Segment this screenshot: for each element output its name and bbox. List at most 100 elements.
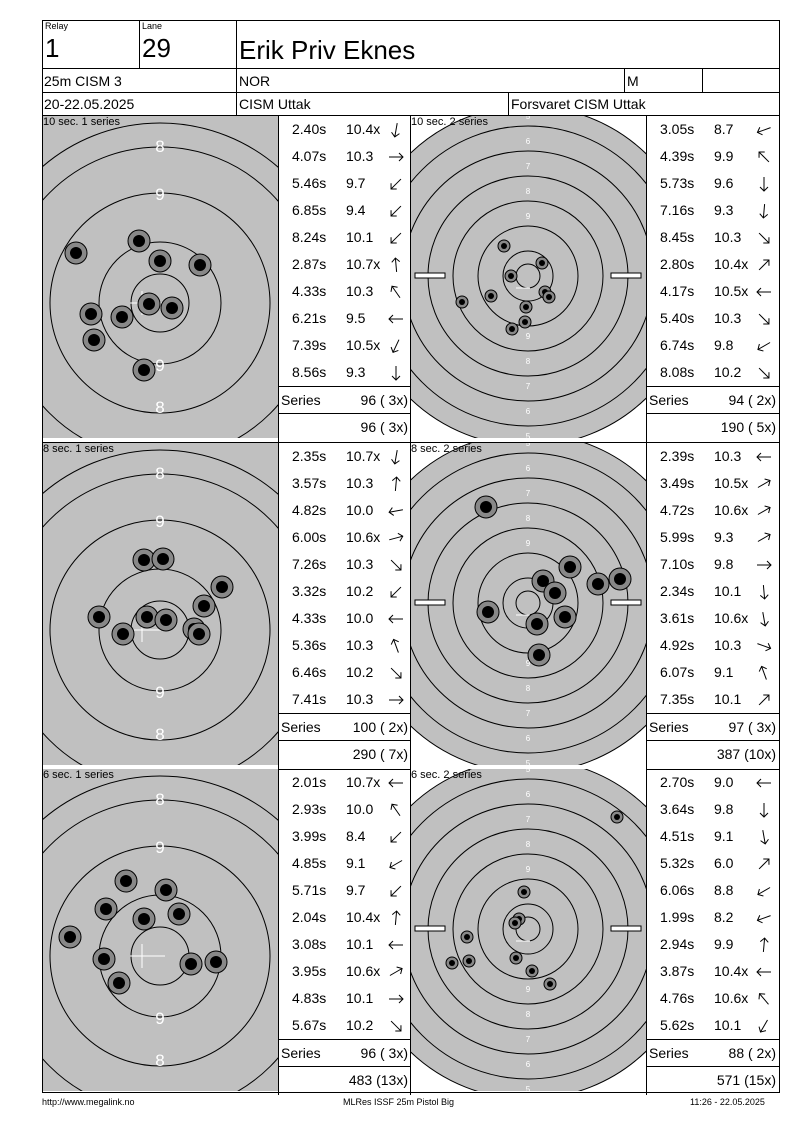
shot-score: 9.3: [714, 529, 734, 545]
shot-row: 5.99s 9.3: [646, 524, 778, 551]
club: Forsvaret CISM Uttak: [511, 96, 646, 112]
footer-timestamp: 11:26 - 22.05.2025: [690, 1097, 765, 1107]
shot-hole: [137, 292, 161, 316]
shot-time: 8.56s: [292, 364, 327, 380]
shot-time: 3.32s: [292, 583, 327, 599]
shot-score: 10.3: [346, 637, 374, 653]
shot-hole: [497, 239, 511, 253]
ring-number: 7: [526, 489, 531, 498]
direction-arrow-icon: [757, 643, 772, 652]
target-bg: [43, 769, 278, 1091]
cumulative-row: 190 ( 5x): [646, 416, 779, 440]
shot-time: 3.08s: [292, 936, 327, 952]
shot-time: 5.36s: [292, 637, 327, 653]
shot-hole: [476, 600, 500, 624]
shot-hole: [445, 956, 459, 970]
target-ring: [98, 241, 222, 365]
shot-row: 5.62s 10.1: [646, 1012, 778, 1039]
shot-time: 4.33s: [292, 610, 327, 626]
ring-number: 6: [526, 1060, 531, 1069]
series-total-row: Series 96 ( 3x): [278, 1039, 411, 1067]
footer-url: http://www.megalink.no: [42, 1097, 135, 1107]
side-marker: [414, 925, 446, 932]
shot-time: 4.83s: [292, 990, 327, 1006]
target-ring: [49, 192, 271, 414]
shot-time: 7.41s: [292, 691, 327, 707]
ring-number: 8: [155, 1051, 164, 1070]
shot-time: 6.07s: [660, 664, 695, 680]
ring-number: 8: [526, 840, 531, 849]
direction-arrow-icon: [388, 778, 403, 788]
shot-row: 6.46s 10.2: [278, 659, 410, 686]
shot-hole: [204, 950, 228, 974]
target-panel: 5 5 6 6 7 7 8 8 9 9 6 sec. 2 series: [411, 769, 646, 1091]
shot-time: 1.99s: [660, 909, 695, 925]
side-marker: [414, 272, 446, 279]
divider: [42, 442, 780, 443]
shot-score: 10.5x: [714, 283, 749, 299]
series-total-row: Series 88 ( 2x): [646, 1039, 779, 1067]
shot-score: 10.4x: [346, 909, 381, 925]
ring-number: 9: [155, 683, 164, 702]
direction-arrow-icon: [758, 993, 769, 1005]
target-panel: 8 9 9 8 10 sec. 1 series: [43, 116, 278, 438]
shot-row: 6.06s 8.8: [646, 877, 778, 904]
shot-hole: [179, 952, 203, 976]
ring-number: 6: [526, 790, 531, 799]
shot-score: 9.9: [714, 936, 734, 952]
direction-arrow-icon: [390, 559, 402, 571]
shot-score: 9.1: [714, 828, 734, 844]
shot-hole: [148, 249, 172, 273]
shot-row: 2.34s 10.1: [646, 578, 778, 605]
shot-time: 4.07s: [292, 148, 327, 164]
shot-hole: [558, 555, 582, 579]
ring-number: 8: [155, 398, 164, 417]
ring-number: 7: [526, 162, 531, 171]
ring-number: 6: [526, 137, 531, 146]
ring-number: 8: [526, 514, 531, 523]
shot-time: 2.94s: [660, 936, 695, 952]
shot-time: 8.08s: [660, 364, 695, 380]
series-total: 96 ( 3x): [360, 1045, 408, 1061]
shot-score: 9.4: [346, 202, 366, 218]
target-ring: [452, 527, 604, 679]
shot-score: 10.4x: [714, 256, 749, 272]
shot-score: 10.3: [714, 448, 742, 464]
shot-hole: [132, 548, 156, 572]
shot-hole: [504, 269, 518, 283]
shot-hole: [187, 622, 211, 646]
ring-number: 5: [526, 432, 531, 438]
direction-arrow-icon: [388, 314, 403, 324]
series-total: 97 ( 3x): [728, 719, 776, 735]
shot-score: 6.0: [714, 855, 734, 871]
shot-hole: [519, 300, 533, 314]
shot-hole: [610, 810, 624, 824]
ring-number: 8: [526, 187, 531, 196]
shot-score: 10.7x: [346, 774, 381, 790]
direction-arrow-icon: [389, 152, 404, 162]
shot-row: 2.40s 10.4x: [278, 116, 410, 143]
shot-list: 3.05s 8.7 4.39s 9.9 5.73s 9.6 7.16s 9.3 8.45s 10.…: [646, 116, 779, 442]
ring-number: 8: [526, 357, 531, 366]
shot-time: 7.26s: [292, 556, 327, 572]
shot-score: 9.8: [714, 801, 734, 817]
target-ring: [43, 146, 278, 438]
shot-time: 6.00s: [292, 529, 327, 545]
divider: [646, 769, 647, 1095]
shot-score: 8.8: [714, 882, 734, 898]
shot-row: 4.83s 10.1: [278, 985, 410, 1012]
shot-row: 2.04s 10.4x: [278, 904, 410, 931]
direction-arrow-icon: [389, 532, 404, 542]
ring-number: 9: [155, 356, 164, 375]
shot-hole: [509, 951, 523, 965]
divider: [236, 92, 237, 116]
shot-row: 5.40s 10.3: [646, 305, 778, 332]
direction-arrow-icon: [390, 803, 401, 817]
target-ring: [411, 477, 646, 729]
shot-row: 7.10s 9.8: [646, 551, 778, 578]
shot-time: 4.51s: [660, 828, 695, 844]
shot-hole: [518, 315, 532, 329]
shot-score: 9.9: [714, 148, 734, 164]
shot-row: 3.32s 10.2: [278, 578, 410, 605]
shot-hole: [110, 305, 134, 329]
